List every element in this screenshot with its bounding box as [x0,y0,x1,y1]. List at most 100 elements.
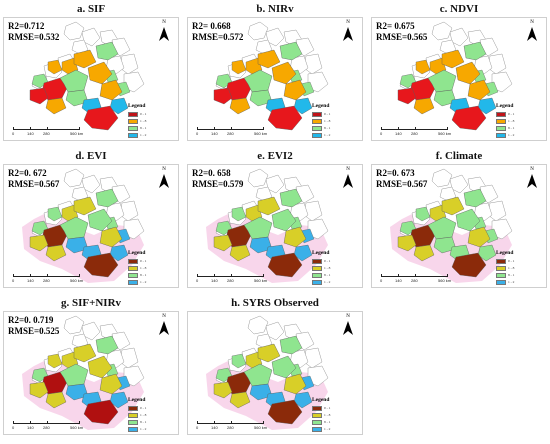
county-region [95,41,119,61]
county-region [65,383,89,401]
county-region [267,399,303,425]
scale-label: 0 [12,131,15,136]
county-region [433,89,457,107]
north-label: N [346,314,350,319]
r2-value: R2=0. 673 [376,168,415,178]
legend-label: 2 - 3 [324,287,330,288]
unshaded-region [63,21,85,41]
legend-label: 1 - 2 [324,132,331,137]
scale-label: 140 [395,131,402,136]
county-region [45,97,67,115]
legend-label: 1 - 8 [508,118,515,123]
legend-entry: 0 - 1 [128,405,168,411]
legend-swatch [128,118,138,124]
legend-swatch [496,272,506,278]
legend-swatch [496,139,506,140]
legend-entry: 0 - 1 [496,111,536,117]
legend-swatch [312,272,322,278]
county-region [257,49,281,69]
legend-entry: 0 - 1 [312,405,352,411]
legend-swatch [312,139,322,140]
county-region [441,196,465,216]
county-region [99,79,123,101]
legend-entry: 2 - 3 [496,286,536,287]
unshaded-region [63,168,85,188]
legend-swatch [128,426,138,432]
unshaded-region [63,315,85,335]
r2-value: R2=0. 658 [192,168,231,178]
scale-label: 560 km [438,131,452,136]
north-arrow-icon: N [342,20,354,43]
north-label: N [346,167,350,172]
map-frame: N Legend 0 - 1 1 - 8 8 - 1 1 - 2 2 - 3 0 140 280 5… [187,311,363,435]
legend-entry: 1 - 2 [496,132,536,138]
map-frame: R2=0. 0.719 RMSE=0.525 N Legend 0 - 1 1 - 8 8 … [3,311,179,435]
r2-value: R2=0. 0.719 [8,315,54,325]
legend-title: Legend [312,103,330,109]
north-label: N [162,167,166,172]
county-region [257,196,281,216]
scale-label: 280 [411,131,418,136]
map-frame: R2=0. 673 RMSE=0.567 N Legend 0 - 1 1 - 8 8 - … [371,164,547,288]
county-region [29,87,49,105]
legend-entry: 1 - 2 [496,279,536,285]
scale-label: 560 km [254,278,268,283]
scale-label: 0 [196,425,199,430]
north-arrow-icon: N [158,167,170,190]
county-region [45,244,67,262]
legend-entry: 8 - 1 [312,125,352,131]
legend-swatch [312,125,322,131]
map-legend: Legend 0 - 1 1 - 8 8 - 1 1 - 2 2 - 3 [312,250,352,288]
legend-label: 1 - 8 [140,412,147,417]
county-region [271,208,297,232]
county-region [267,252,303,278]
north-arrow-icon: N [526,20,538,43]
rmse-value: RMSE=0.565 [376,32,428,42]
county-region [451,105,487,131]
scale-label: 140 [395,278,402,283]
legend-swatch [128,265,138,271]
legend-label: 0 - 1 [508,111,515,116]
county-region [433,236,457,254]
rmse-value: RMSE=0.567 [376,179,428,189]
province-map [390,168,513,283]
county-region [267,105,303,131]
model-stats: R2=0. 658 RMSE=0.579 [192,168,243,190]
legend-entry: 1 - 8 [128,118,168,124]
county-region [283,79,307,101]
r2-value: R2=0.712 [8,21,45,31]
unshaded-region [431,21,453,41]
province-map [213,21,329,131]
map-panel-2: b. NIRv R2= 0.668 RMSE=0.572 N Legend 0 - 1 1 … [187,3,363,141]
legend-entry: 2 - 3 [128,139,168,141]
legend-swatch [496,118,506,124]
legend-swatch [496,111,506,117]
north-label: N [530,20,534,25]
model-stats: R2= 0.675 RMSE=0.565 [376,21,427,43]
legend-entry: 1 - 8 [312,118,352,124]
scale-bar: 0 140 280 560 km [10,127,86,138]
legend-label: 8 - 1 [140,272,147,277]
legend-label: 8 - 1 [508,125,515,130]
legend-entry: 0 - 1 [128,111,168,117]
panel-title: g. SIF+NIRv [60,297,122,309]
legend-swatch [128,412,138,418]
r2-value: R2=0. 672 [8,168,47,178]
county-region [73,196,97,216]
legend-label: 2 - 3 [140,140,146,141]
rmse-value: RMSE=0.567 [8,179,60,189]
legend-label: 0 - 1 [324,405,331,410]
legend-swatch [312,412,322,418]
county-region [455,208,481,232]
legend-swatch [312,286,322,287]
map-panel-8: h. SYRS Observed N Legend 0 - 1 1 - 8 8 - 1 1 … [187,297,363,435]
model-stats: R2=0.712 RMSE=0.532 [8,21,59,43]
county-region [213,234,233,252]
panel-title: h. SYRS Observed [231,297,319,309]
legend-entry: 2 - 3 [312,286,352,288]
legend-entry: 1 - 8 [496,118,536,124]
scale-bar: 0 140 280 560 km [10,421,86,432]
map-legend: Legend 0 - 1 1 - 8 8 - 1 1 - 2 2 - 3 [312,397,352,434]
legend-entry: 1 - 8 [496,265,536,271]
north-arrow-icon: N [158,20,170,43]
